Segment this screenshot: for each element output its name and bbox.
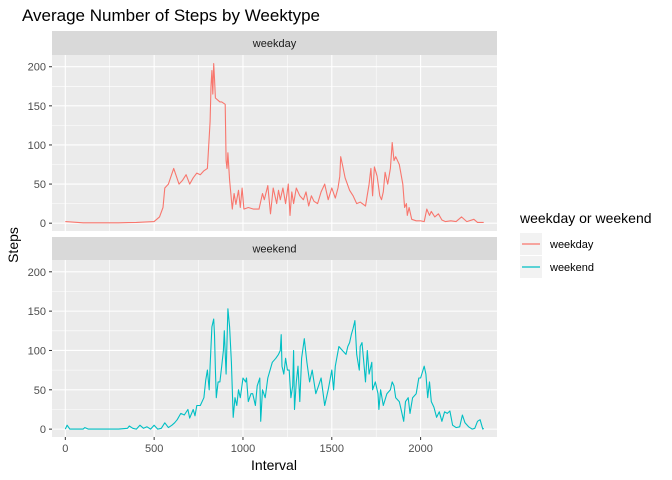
legend-items: weekday weekend xyxy=(520,233,594,278)
y-axis-title: Steps xyxy=(5,227,21,263)
legend: weekday or weekend weekday weekend xyxy=(519,210,652,278)
y-tick-label: 100 xyxy=(28,345,46,357)
y-axis-ticks-weekday: 0 50 100 150 200 xyxy=(28,62,52,230)
x-axis-title: Interval xyxy=(251,457,297,473)
chart-title: Average Number of Steps by Weektype xyxy=(22,6,320,25)
legend-title: weekday or weekend xyxy=(519,210,652,226)
x-tick-label: 1000 xyxy=(231,443,255,455)
y-tick-label: 0 xyxy=(40,218,46,230)
series-line-weekend xyxy=(64,308,485,430)
x-tick-label: 2000 xyxy=(408,443,432,455)
strip-weekend xyxy=(52,237,497,260)
x-axis-ticks: 0 500 1000 1500 2000 xyxy=(62,437,433,455)
series-line-weekday xyxy=(65,63,484,224)
panel-background-weekday xyxy=(52,55,497,231)
strip-label-weekday: weekday xyxy=(252,38,297,50)
panel-weekend: weekend 0 50 100 150 200 xyxy=(28,237,497,437)
y-tick-label: 150 xyxy=(28,306,46,318)
legend-label-weekend: weekend xyxy=(549,262,594,274)
panel-background-weekend xyxy=(52,260,497,437)
strip-label-weekend: weekend xyxy=(251,244,296,256)
y-tick-label: 200 xyxy=(28,267,46,279)
y-tick-label: 0 xyxy=(40,424,46,436)
strip-weekday xyxy=(52,31,497,55)
y-tick-label: 50 xyxy=(34,385,46,397)
y-axis-ticks-weekend: 0 50 100 150 200 xyxy=(28,267,52,436)
y-tick-label: 50 xyxy=(34,179,46,191)
x-tick-label: 1500 xyxy=(320,443,344,455)
y-tick-label: 150 xyxy=(28,101,46,113)
panel-weekday: weekday 0 50 100 150 200 xyxy=(28,31,497,231)
x-tick-label: 500 xyxy=(145,443,163,455)
x-tick-label: 0 xyxy=(62,443,68,455)
y-tick-label: 200 xyxy=(28,62,46,74)
y-tick-label: 100 xyxy=(28,140,46,152)
legend-label-weekday: weekday xyxy=(549,239,594,251)
